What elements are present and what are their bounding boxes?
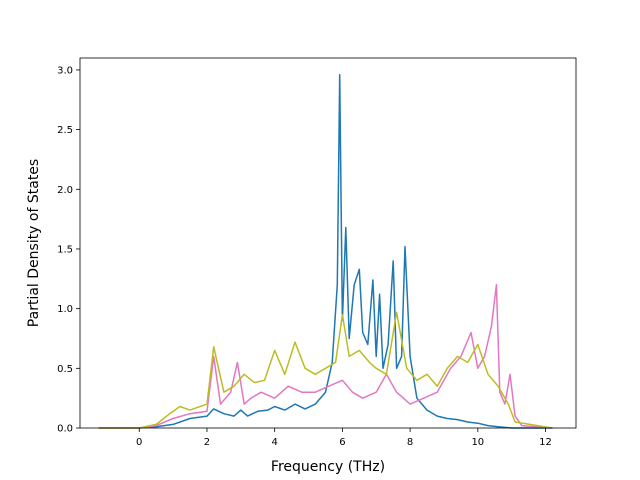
y-tick-label: 2.0 bbox=[57, 185, 73, 196]
x-tick-label: 8 bbox=[407, 437, 413, 448]
x-tick-label: 0 bbox=[136, 437, 142, 448]
x-axis-label: Frequency (THz) bbox=[271, 459, 385, 475]
y-axis-label: Partial Density of States bbox=[26, 159, 42, 327]
x-tick-label: 12 bbox=[539, 437, 552, 448]
y-tick-label: 2.5 bbox=[57, 125, 73, 136]
series-layer bbox=[98, 73, 553, 429]
y-tick-label: 3.0 bbox=[57, 65, 73, 76]
series-line-2 bbox=[98, 311, 553, 429]
x-tick-label: 10 bbox=[471, 437, 484, 448]
y-tick-label: 1.5 bbox=[57, 244, 73, 255]
plot-frame bbox=[79, 57, 577, 429]
x-tick-label: 2 bbox=[204, 437, 210, 448]
x-tick-label: 6 bbox=[339, 437, 345, 448]
x-tick-label: 4 bbox=[271, 437, 277, 448]
x-ticks: 0 2 4 6 8 10 12 bbox=[136, 428, 552, 448]
y-tick-label: 1.0 bbox=[57, 304, 73, 315]
y-tick-label: 0.0 bbox=[57, 424, 73, 435]
series-line-0 bbox=[98, 73, 553, 429]
series-line-1 bbox=[98, 284, 553, 429]
y-tick-label: 0.5 bbox=[57, 364, 73, 375]
y-ticks: 0.0 0.5 1.0 1.5 2.0 2.5 3.0 bbox=[57, 65, 80, 435]
